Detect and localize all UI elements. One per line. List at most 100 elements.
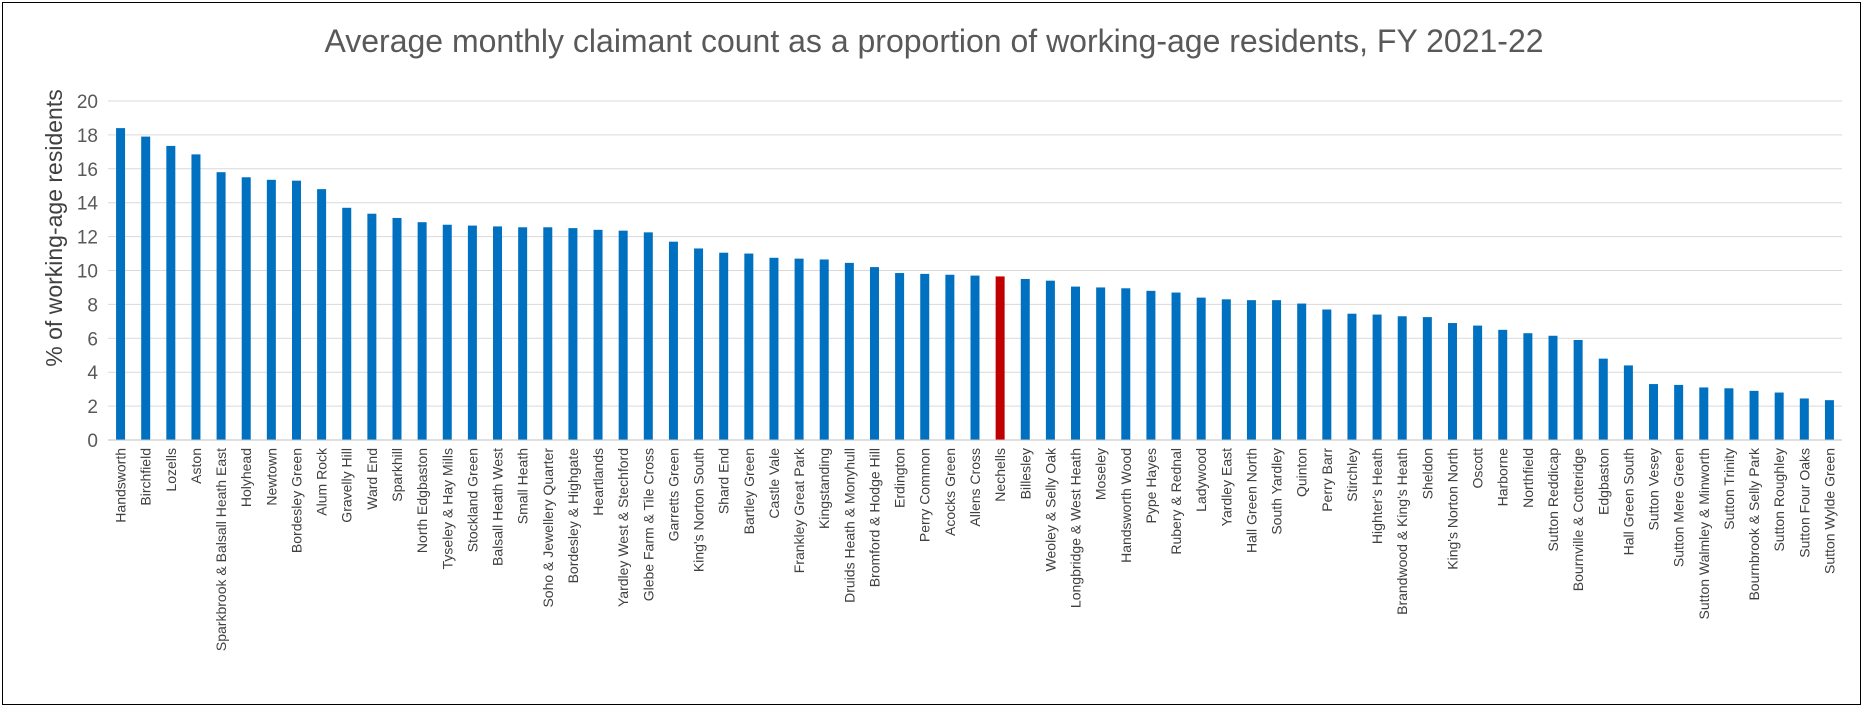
x-tick-label: Nechells (992, 448, 1008, 502)
x-tick-label: Small Heath (515, 448, 531, 524)
bar (668, 241, 678, 440)
bar (1045, 280, 1055, 440)
bar (1623, 365, 1633, 440)
chart-title: Average monthly claimant count as a prop… (324, 23, 1543, 59)
x-tick-label: King's Norton South (691, 448, 707, 572)
x-tick-label: Glebe Farm & Tile Cross (640, 448, 656, 601)
bar (618, 230, 628, 440)
x-tick-label: Edgbaston (1595, 448, 1611, 515)
bar (920, 273, 930, 440)
x-tick-label: Shard End (716, 448, 732, 514)
bar (191, 154, 201, 440)
y-tick-label: 20 (77, 92, 98, 113)
x-tick-label: Newtown (263, 448, 279, 506)
bar (241, 177, 251, 440)
bar (116, 128, 126, 440)
x-tick-label: Holyhead (238, 448, 254, 507)
bar (1523, 333, 1533, 440)
y-tick-label: 0 (87, 431, 98, 452)
x-tick-label: South Yardley (1269, 448, 1285, 535)
x-tick-label: Weoley & Selly Oak (1042, 447, 1058, 571)
bar (1699, 387, 1709, 440)
bar (1724, 388, 1734, 440)
y-axis-label: % of working-age residents (41, 89, 67, 366)
bar (1196, 297, 1206, 440)
x-tick-label: Balsall Heath West (490, 448, 506, 566)
x-tick-label: Sutton Trinity (1721, 448, 1737, 530)
x-tick-label: Yardley West & Stechford (615, 448, 631, 607)
bar (1272, 300, 1282, 440)
bar (568, 228, 578, 440)
x-tick-label: Highter's Heath (1369, 448, 1385, 544)
x-tick-label: Perry Common (917, 448, 933, 542)
x-tick-label: Stirchley (1344, 448, 1360, 502)
y-tick-label: 2 (87, 397, 98, 418)
x-tick-label: Bromford & Hodge Hill (866, 448, 882, 587)
bar (493, 226, 503, 440)
x-tick-label: Bordesley & Highgate (565, 448, 581, 584)
x-tick-label: Castle Vale (766, 448, 782, 519)
x-tick-label: Handsworth (113, 448, 129, 523)
bar (1447, 323, 1457, 440)
bar (392, 217, 402, 440)
bar (1498, 329, 1508, 440)
x-tick-label: Kingstanding (816, 448, 832, 529)
x-tick-label: Bournville & Cotteridge (1570, 448, 1586, 591)
x-tick-label: Sutton Vesey (1646, 448, 1662, 531)
x-tick-label: Tyseley & Hay Mills (439, 448, 455, 569)
y-tick-label: 10 (77, 262, 98, 283)
bar (1598, 358, 1608, 440)
bar (769, 257, 779, 440)
bar (819, 259, 829, 440)
x-tick-label: Billesley (1017, 448, 1033, 499)
bar (1674, 384, 1684, 440)
bar (794, 258, 804, 440)
bar (643, 232, 653, 440)
x-tick-label: Ladywood (1193, 448, 1209, 512)
bar (744, 253, 754, 440)
x-tick-label: Sheldon (1419, 448, 1435, 499)
x-tick-label: Sparkbrook & Balsall Heath East (213, 448, 229, 651)
x-tick-label: Handsworth Wood (1118, 448, 1134, 563)
x-tick-label: Soho & Jewellery Quarter (540, 448, 556, 608)
bar (593, 229, 603, 440)
x-tick-label: Sutton Wylde Green (1821, 448, 1837, 574)
bar (719, 252, 729, 440)
x-tick-label: Gravelly Hill (339, 448, 355, 523)
x-tick-label: King's Norton North (1444, 448, 1460, 570)
bar (1649, 384, 1659, 440)
x-tick-label: Quinton (1294, 448, 1310, 497)
x-tick-label: Heartlands (590, 448, 606, 516)
y-tick-label: 16 (77, 160, 98, 181)
x-tick-label: Bournbrook & Selly Park (1746, 447, 1762, 601)
bar (1573, 339, 1583, 440)
x-tick-label: Lozells (163, 448, 179, 492)
x-tick-label: Acocks Green (942, 448, 958, 536)
x-tick-label: Garretts Green (665, 448, 681, 541)
y-tick-label: 18 (77, 126, 98, 147)
bar (1322, 309, 1332, 440)
bar (266, 179, 276, 440)
x-tick-label: Birchfield (138, 448, 154, 506)
x-tick-label: Oscott (1470, 448, 1486, 489)
bar (1774, 392, 1784, 440)
y-tick-label: 8 (87, 295, 98, 316)
bar (970, 275, 980, 440)
bar (1397, 316, 1407, 440)
bar (1799, 398, 1809, 440)
bar (216, 172, 226, 440)
bar (417, 222, 427, 440)
bar (1121, 288, 1131, 440)
x-tick-label: Yardley East (1218, 448, 1234, 526)
y-axis-ticks: 0 2 4 6 8 10 12 14 16 18 20 (77, 92, 99, 452)
bar (442, 224, 452, 440)
x-axis-labels: Handsworth Birchfield Lozells Aston Sparkbro… (113, 447, 1838, 651)
x-tick-label: Perry Barr (1319, 448, 1335, 512)
x-tick-label: Ward End (364, 448, 380, 510)
bar (945, 274, 955, 440)
x-tick-label: Pype Hayes (1143, 448, 1159, 523)
y-tick-label: 12 (77, 228, 98, 249)
x-tick-label: Northfield (1520, 448, 1536, 508)
